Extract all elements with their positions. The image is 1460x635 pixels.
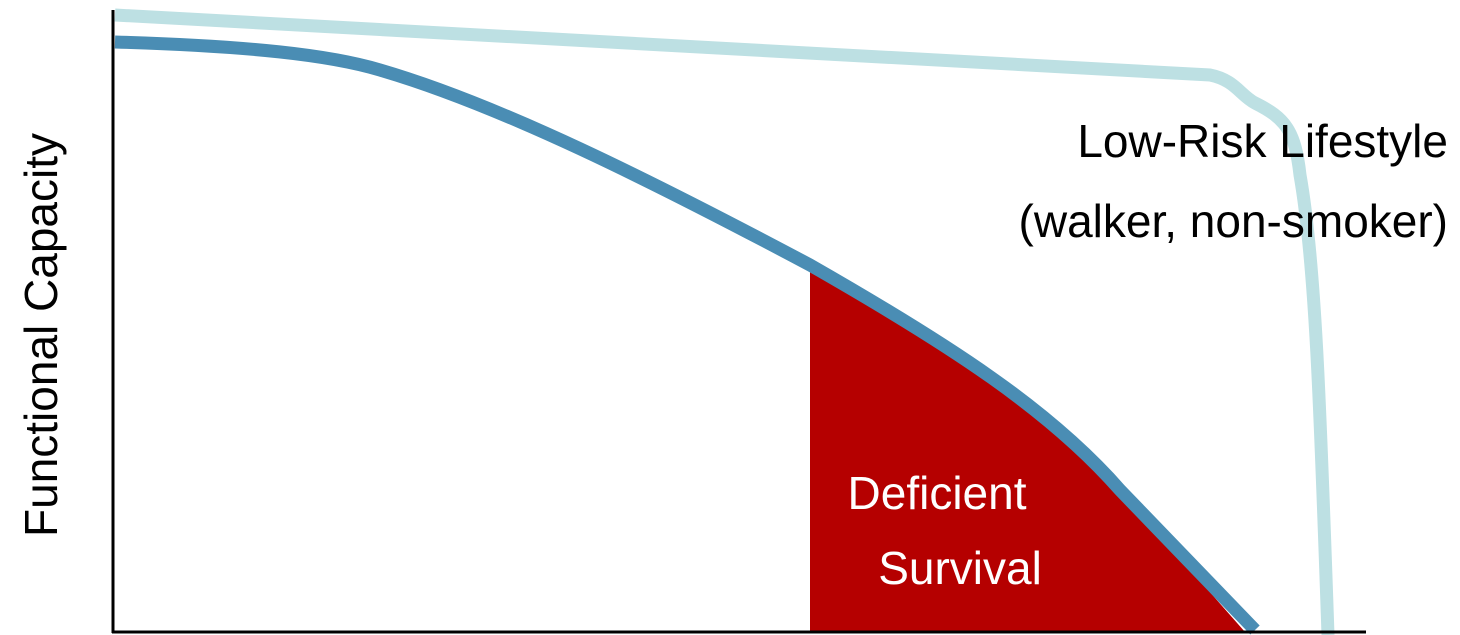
- low-risk-curve: [114, 8, 1335, 635]
- y-axis-label: Functional Capacity: [15, 133, 67, 537]
- deficient-area: [810, 265, 1245, 632]
- curve-label: Low-Risk Lifestyle: [1077, 115, 1448, 167]
- typical-curve: [114, 35, 1260, 635]
- curve-label: (walker, non-smoker): [1019, 195, 1448, 247]
- area-label: Survival: [878, 542, 1042, 594]
- area-label: Deficient: [848, 467, 1027, 519]
